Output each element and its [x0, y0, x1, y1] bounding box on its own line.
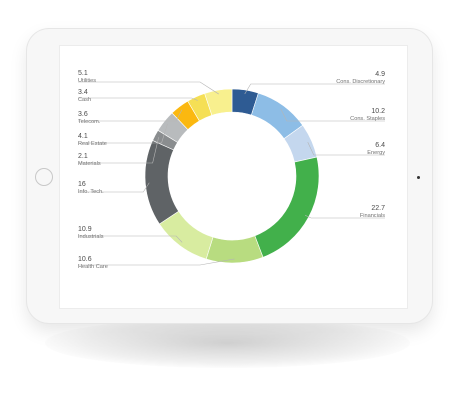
leader-materials	[78, 137, 159, 164]
category-label-industrials: Industrials	[78, 234, 104, 240]
leader-energy	[307, 141, 385, 156]
tablet-shadow	[45, 318, 410, 368]
leader-financials	[304, 215, 385, 219]
leader-cons-discretionary	[244, 83, 385, 95]
category-label-energy: Energy	[367, 150, 385, 156]
leader-cash	[78, 97, 198, 101]
slice-financials	[254, 156, 320, 258]
camera-dot	[417, 176, 420, 179]
category-label-telecom: Telecom.	[78, 119, 101, 125]
value-label-financials: 22.7	[371, 205, 385, 212]
value-label-cons-staples: 10.2	[371, 108, 385, 115]
leader-lines	[78, 81, 385, 266]
value-label-cons-discretionary: 4.9	[375, 71, 385, 78]
value-label-materials: 2.1	[78, 153, 88, 160]
leader-industrials	[78, 235, 183, 243]
leader-utilities	[78, 81, 219, 95]
value-label-energy: 6.4	[375, 142, 385, 149]
category-label-materials: Materials	[78, 161, 101, 167]
category-label-cash: Cash	[78, 97, 91, 103]
category-label-health-care: Health Care	[78, 264, 108, 270]
slice-info-tech	[144, 140, 180, 225]
leader-cons-staples	[280, 108, 385, 122]
donut-slices	[144, 88, 320, 264]
value-label-telecom: 3.6	[78, 111, 88, 118]
category-label-cons-discretionary: Cons. Discretionary	[336, 79, 385, 85]
category-label-real-estate: Real Estate	[78, 141, 107, 147]
category-label-financials: Financials	[360, 213, 385, 219]
value-label-real-estate: 4.1	[78, 133, 88, 140]
value-label-industrials: 10.9	[78, 226, 92, 233]
leader-info-tech	[78, 182, 150, 193]
leader-telecom	[78, 109, 183, 122]
value-label-cash: 3.4	[78, 89, 88, 96]
category-label-utilities: Utilities	[78, 78, 96, 84]
category-label-info-tech: Info. Tech.	[78, 189, 104, 195]
leader-health-care	[78, 258, 235, 266]
category-label-cons-staples: Cons. Staples	[350, 116, 385, 122]
value-label-health-care: 10.6	[78, 256, 92, 263]
value-label-info-tech: 16	[78, 181, 86, 188]
leader-real-estate	[78, 123, 168, 144]
value-label-utilities: 5.1	[78, 70, 88, 77]
home-button[interactable]	[35, 168, 53, 186]
